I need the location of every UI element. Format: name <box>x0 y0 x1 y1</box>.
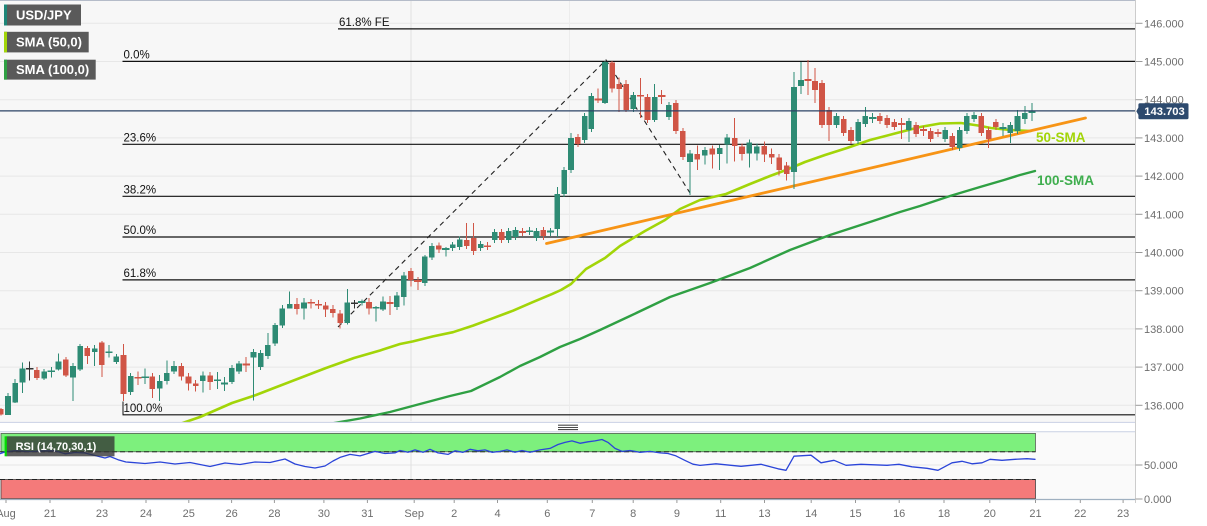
svg-text:25: 25 <box>183 508 195 520</box>
svg-text:61.8% FE: 61.8% FE <box>339 17 390 29</box>
svg-text:0.0%: 0.0% <box>124 49 150 61</box>
svg-text:50.000: 50.000 <box>1144 460 1178 472</box>
svg-text:2: 2 <box>451 508 457 520</box>
svg-text:30: 30 <box>318 508 330 520</box>
svg-text:21: 21 <box>1029 508 1041 520</box>
svg-text:4: 4 <box>494 508 500 520</box>
svg-text:SMA (100,0): SMA (100,0) <box>16 62 89 77</box>
svg-text:31: 31 <box>361 508 373 520</box>
svg-text:9: 9 <box>674 508 680 520</box>
svg-text:0.000: 0.000 <box>1144 494 1172 506</box>
svg-text:RSI (14,70,30,1): RSI (14,70,30,1) <box>16 441 97 453</box>
svg-text:USD/JPY: USD/JPY <box>16 8 72 23</box>
svg-text:140.000: 140.000 <box>1144 248 1184 260</box>
svg-text:136.000: 136.000 <box>1144 400 1184 412</box>
svg-text:61.8%: 61.8% <box>124 268 157 280</box>
svg-text:145.000: 145.000 <box>1144 57 1184 69</box>
svg-text:26: 26 <box>225 508 237 520</box>
svg-text:15: 15 <box>849 508 861 520</box>
svg-text:Aug: Aug <box>0 508 16 520</box>
svg-text:38.2%: 38.2% <box>124 184 157 196</box>
svg-text:Sep: Sep <box>404 508 424 520</box>
svg-text:18: 18 <box>938 508 950 520</box>
svg-text:137.000: 137.000 <box>1144 362 1184 374</box>
svg-text:7: 7 <box>589 508 595 520</box>
svg-text:22: 22 <box>1074 508 1086 520</box>
svg-text:23: 23 <box>1117 508 1129 520</box>
svg-text:20: 20 <box>984 508 996 520</box>
svg-text:16: 16 <box>893 508 905 520</box>
svg-text:143.000: 143.000 <box>1144 133 1184 145</box>
svg-text:21: 21 <box>44 508 56 520</box>
svg-text:23.6%: 23.6% <box>124 132 157 144</box>
svg-text:100-SMA: 100-SMA <box>1037 173 1094 188</box>
svg-text:SMA (50,0): SMA (50,0) <box>16 35 82 50</box>
svg-text:100.0%: 100.0% <box>124 403 163 415</box>
svg-text:139.000: 139.000 <box>1144 286 1184 298</box>
svg-text:23: 23 <box>96 508 108 520</box>
svg-text:13: 13 <box>758 508 770 520</box>
svg-text:24: 24 <box>140 508 152 520</box>
svg-text:50-SMA: 50-SMA <box>1036 130 1086 145</box>
svg-text:146.000: 146.000 <box>1144 18 1184 30</box>
svg-text:6: 6 <box>544 508 550 520</box>
svg-text:138.000: 138.000 <box>1144 324 1184 336</box>
svg-text:143.703: 143.703 <box>1144 106 1184 118</box>
svg-text:11: 11 <box>715 508 726 520</box>
svg-text:141.000: 141.000 <box>1144 209 1184 221</box>
svg-text:142.000: 142.000 <box>1144 171 1184 183</box>
svg-text:14: 14 <box>805 508 817 520</box>
svg-text:28: 28 <box>268 508 280 520</box>
svg-text:8: 8 <box>630 508 636 520</box>
svg-text:50.0%: 50.0% <box>124 225 157 237</box>
